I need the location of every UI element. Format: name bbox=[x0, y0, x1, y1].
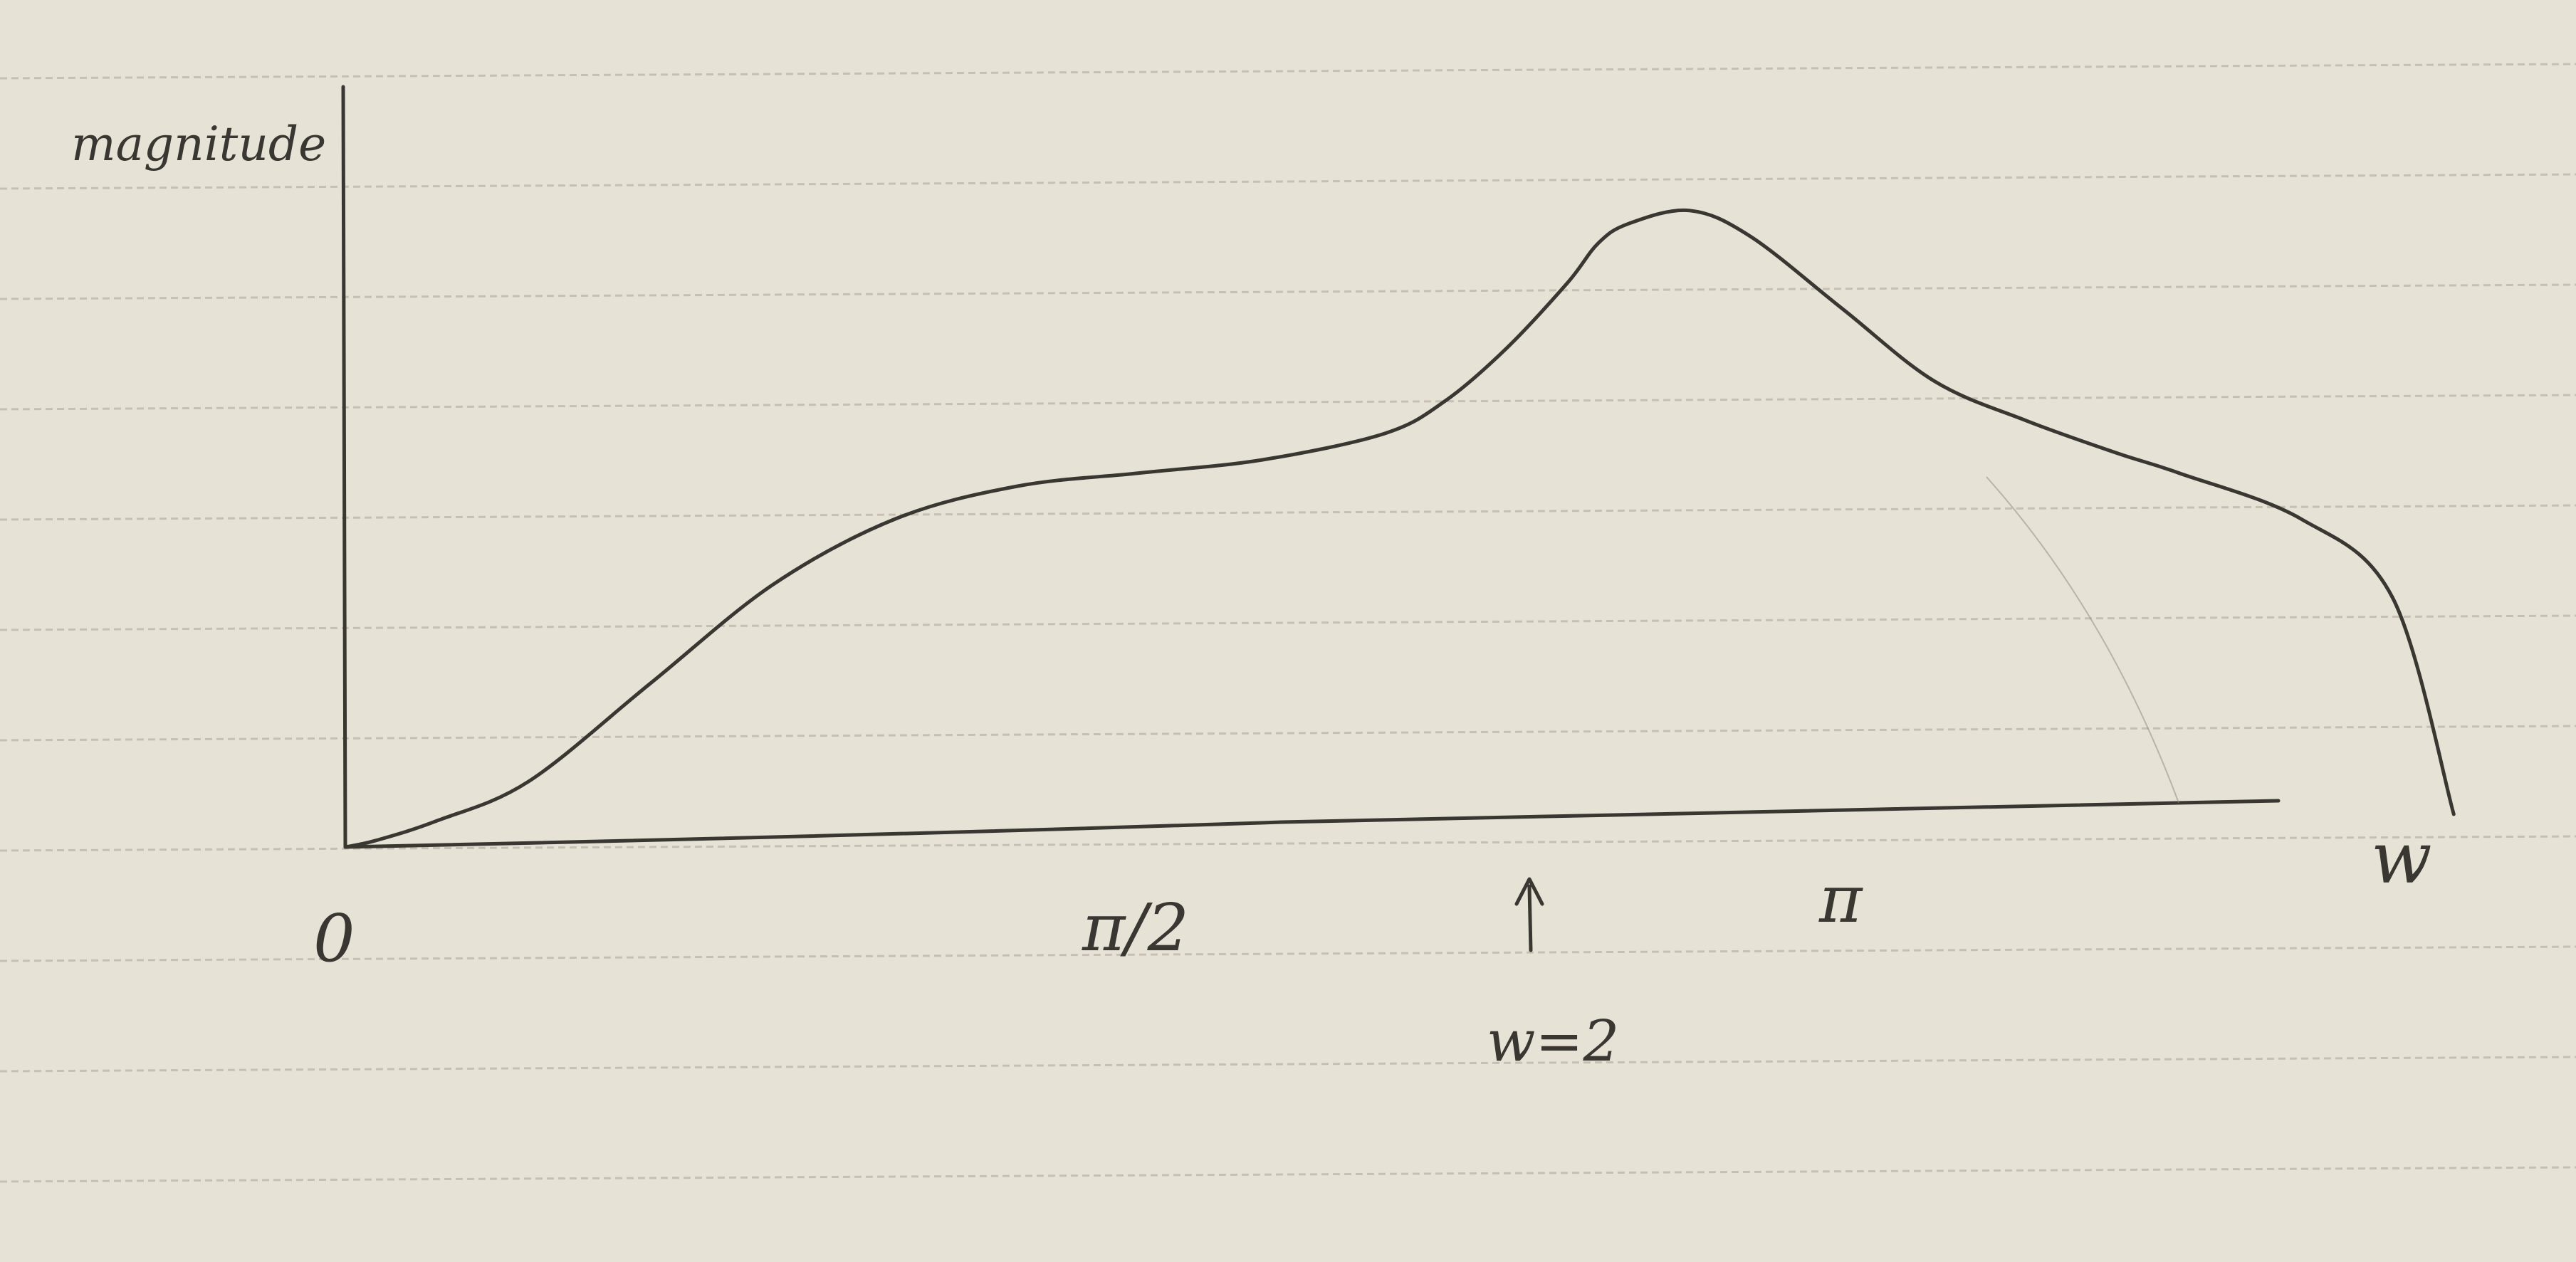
y-axis bbox=[341, 85, 347, 849]
ruled-line bbox=[0, 394, 2576, 411]
ruled-line bbox=[0, 504, 2576, 521]
ruled-line bbox=[0, 945, 2576, 962]
pencil-stroke bbox=[1986, 476, 2179, 804]
ruled-line bbox=[0, 283, 2576, 300]
x-tick-label-pi-over-2: π/2 bbox=[1082, 890, 1189, 966]
annotation-caret bbox=[1514, 877, 1544, 952]
ruled-line bbox=[0, 63, 2576, 80]
x-tick-label-0: 0 bbox=[313, 900, 355, 977]
ruled-line bbox=[0, 725, 2576, 742]
annotation-label: w=2 bbox=[1487, 1008, 1619, 1074]
ruled-line bbox=[0, 614, 2576, 631]
ruled-line bbox=[0, 1056, 2576, 1073]
ruled-line bbox=[0, 835, 2576, 852]
series-line-magnitude bbox=[343, 208, 2456, 849]
x-axis-label: w bbox=[2371, 816, 2432, 900]
x-tick-label-pi: π bbox=[1818, 861, 1863, 937]
ruled-line bbox=[0, 173, 2576, 190]
x-axis bbox=[343, 799, 2281, 849]
y-axis-label: magnitude bbox=[71, 117, 326, 172]
notebook-ruled-lines bbox=[0, 63, 2576, 1183]
ruled-line bbox=[0, 1166, 2576, 1183]
